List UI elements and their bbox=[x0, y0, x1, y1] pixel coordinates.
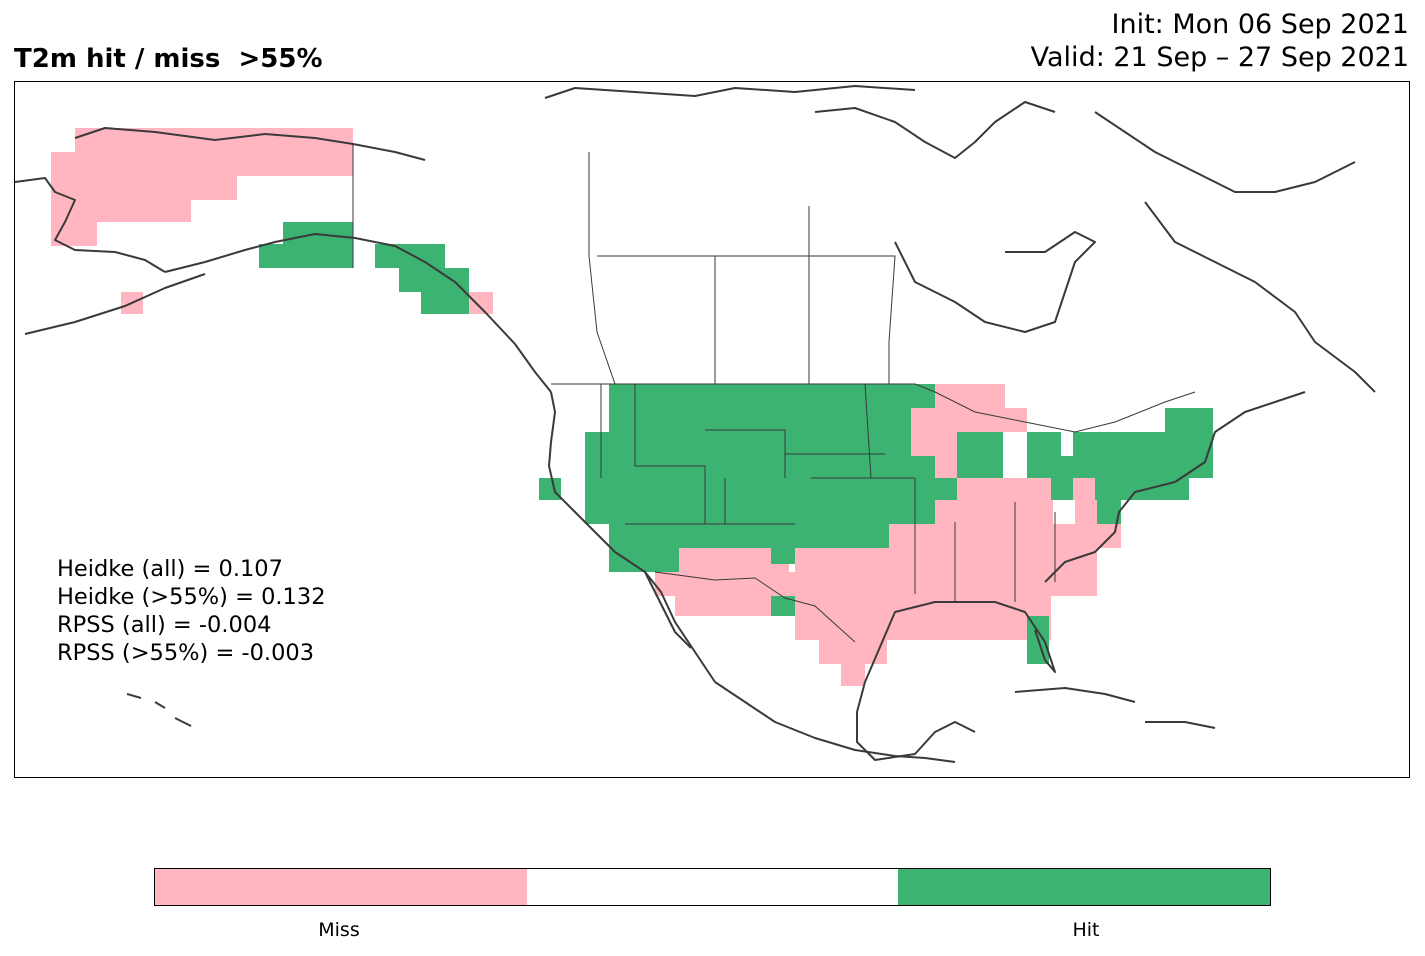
coastline bbox=[1094, 111, 1356, 193]
miss-cells bbox=[51, 128, 1121, 686]
coastlines bbox=[15, 85, 1376, 763]
hit-cell bbox=[609, 524, 889, 548]
coastline bbox=[15, 177, 166, 273]
miss-cell bbox=[795, 616, 1051, 640]
hit-cell bbox=[1073, 432, 1213, 456]
miss-cell bbox=[889, 524, 1121, 548]
miss-cell bbox=[841, 664, 865, 686]
coastline bbox=[126, 693, 192, 727]
coastline bbox=[164, 233, 552, 393]
hit-cell bbox=[539, 478, 561, 500]
map-title: T2m hit / miss >55% bbox=[14, 44, 323, 74]
coastline bbox=[1014, 687, 1136, 703]
coastline bbox=[74, 127, 426, 161]
hit-cell bbox=[375, 244, 445, 268]
hit-cell bbox=[609, 408, 911, 432]
legend-hit-label: Hit bbox=[1072, 919, 1100, 941]
coastline bbox=[856, 681, 976, 761]
miss-cell bbox=[655, 572, 1097, 596]
miss-cell bbox=[935, 456, 957, 480]
miss-cell bbox=[1075, 500, 1097, 524]
border bbox=[551, 383, 1196, 433]
border bbox=[597, 206, 896, 384]
hit-cell bbox=[1165, 408, 1213, 432]
colorbar-miss bbox=[155, 869, 527, 905]
coastline bbox=[1145, 721, 1216, 729]
coastline bbox=[814, 101, 1056, 159]
verification-stats: Heidke (all) = 0.107 Heidke (>55%) = 0.1… bbox=[57, 555, 326, 667]
miss-cell bbox=[935, 384, 1005, 408]
hit-cell bbox=[957, 456, 1003, 478]
hit-cell bbox=[259, 244, 353, 268]
hit-cell bbox=[585, 478, 957, 500]
hit-cell bbox=[609, 384, 935, 408]
border bbox=[588, 152, 616, 385]
coastline bbox=[544, 85, 916, 99]
legend-miss-label: Miss bbox=[318, 919, 360, 941]
colorbar bbox=[154, 868, 1271, 906]
rpss-all: RPSS (all) = -0.004 bbox=[57, 612, 272, 638]
miss-cell bbox=[957, 478, 1051, 500]
coastline bbox=[714, 681, 956, 763]
miss-cell bbox=[469, 292, 493, 314]
coastline bbox=[1044, 391, 1306, 583]
map-svg bbox=[15, 85, 1376, 763]
hit-cell bbox=[399, 268, 469, 292]
miss-cell bbox=[935, 500, 1053, 524]
date-info: Init: Mon 06 Sep 2021 Valid: 21 Sep – 27… bbox=[1031, 8, 1409, 74]
hit-cell bbox=[283, 222, 353, 244]
hit-cell bbox=[1051, 478, 1073, 500]
miss-cell bbox=[911, 408, 1027, 432]
miss-cell bbox=[675, 596, 1051, 616]
rpss-55: RPSS (>55%) = -0.003 bbox=[57, 640, 315, 666]
heidke-all: Heidke (all) = 0.107 bbox=[57, 556, 283, 582]
border bbox=[600, 383, 1056, 602]
miss-cell bbox=[679, 548, 789, 572]
hit-cell bbox=[585, 432, 911, 456]
hit-cell bbox=[421, 292, 469, 314]
hit-cell bbox=[1027, 432, 1061, 456]
colorbar-neutral bbox=[526, 869, 899, 905]
coastline bbox=[864, 601, 1056, 683]
coastline bbox=[548, 391, 716, 683]
coastline bbox=[644, 571, 692, 649]
hit-cell bbox=[585, 456, 935, 478]
coastline bbox=[24, 273, 206, 335]
init-date: Init: Mon 06 Sep 2021 bbox=[1111, 9, 1409, 40]
hit-cell bbox=[585, 500, 935, 524]
hit-cell bbox=[957, 432, 1003, 456]
map-panel bbox=[14, 81, 1410, 778]
coastline bbox=[894, 231, 1096, 333]
miss-cell bbox=[795, 548, 1097, 572]
hit-cell bbox=[1027, 456, 1213, 478]
colorbar-hit bbox=[898, 869, 1271, 905]
miss-cell bbox=[1073, 478, 1095, 500]
hit-cell bbox=[771, 548, 795, 564]
miss-cell bbox=[819, 640, 887, 664]
borders bbox=[352, 144, 1196, 643]
miss-cell bbox=[911, 432, 957, 456]
heidke-55: Heidke (>55%) = 0.132 bbox=[57, 584, 326, 610]
miss-cell bbox=[51, 152, 237, 200]
coastline bbox=[1144, 201, 1376, 393]
valid-date: Valid: 21 Sep – 27 Sep 2021 bbox=[1030, 42, 1409, 73]
miss-cell bbox=[51, 200, 191, 222]
hit-cell bbox=[771, 596, 795, 616]
hit-cell bbox=[609, 548, 679, 572]
border bbox=[654, 571, 856, 643]
hit-cells bbox=[259, 222, 1213, 664]
